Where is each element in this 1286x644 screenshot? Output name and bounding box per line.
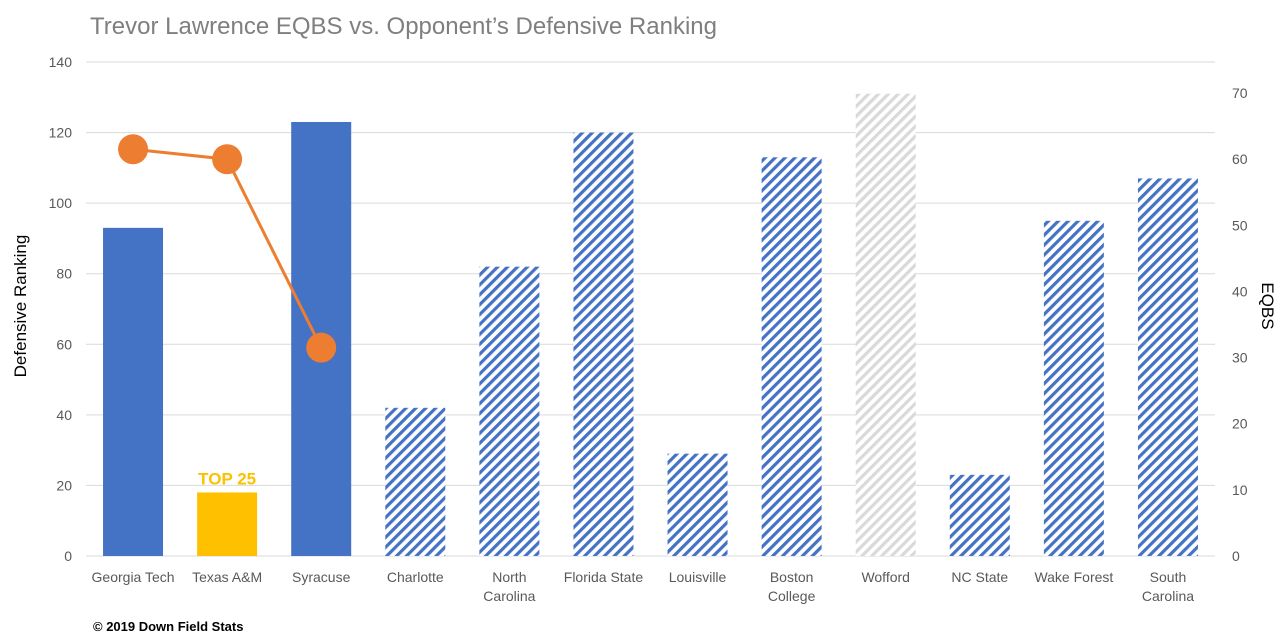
chart-title: Trevor Lawrence EQBS vs. Opponent’s Defe… (90, 13, 717, 40)
y-axis-right-title: EQBS (1258, 282, 1277, 329)
bar-6 (667, 453, 728, 556)
y-tick-label: 20 (56, 477, 72, 493)
y2-tick-label: 30 (1232, 350, 1248, 366)
x-tick-label: Boston (770, 569, 814, 585)
y-axis-right-ticks: 0 10 20 30 40 50 60 70 (1232, 85, 1248, 564)
y2-tick-label: 40 (1232, 283, 1248, 299)
y2-tick-label: 10 (1232, 482, 1248, 498)
y2-tick-label: 20 (1232, 416, 1248, 432)
bar-3 (385, 407, 446, 556)
bar-0 (103, 227, 164, 557)
x-tick-label: Florida State (564, 569, 644, 585)
x-tick-label: Carolina (483, 588, 535, 604)
y-axis-left-title: Defensive Ranking (11, 235, 30, 378)
y2-tick-label: 0 (1232, 548, 1240, 564)
y2-tick-label: 50 (1232, 217, 1248, 233)
bar-9 (949, 474, 1010, 556)
bar-8 (855, 93, 916, 556)
gridlines (86, 61, 1215, 557)
y-tick-label: 80 (56, 266, 72, 282)
y-tick-label: 60 (56, 336, 72, 352)
x-tick-label: Louisville (669, 569, 727, 585)
x-axis-ticks: Georgia Tech Texas A&M Syracuse Charlotte No… (92, 569, 1195, 604)
y-tick-label: 120 (49, 125, 73, 141)
copyright-credit: © 2019 Down Field Stats (93, 619, 243, 634)
eqbs-point-0 (118, 134, 149, 165)
x-tick-label: Wake Forest (1034, 569, 1113, 585)
eqbs-point-1 (212, 144, 243, 175)
y-tick-label: 140 (49, 54, 73, 70)
eqbs-line (118, 134, 337, 363)
x-tick-label: South (1150, 569, 1187, 585)
bar-4 (479, 266, 540, 556)
x-tick-label: NC State (951, 569, 1008, 585)
x-tick-label: Syracuse (292, 569, 351, 585)
bar-1 (197, 492, 258, 556)
y-axis-left-ticks: 0 20 40 60 80 100 120 140 (49, 54, 73, 564)
bars: TOP 25 (103, 93, 1198, 557)
x-tick-label: North (492, 569, 526, 585)
bar-5 (573, 132, 634, 557)
y-tick-label: 0 (64, 548, 72, 564)
bar-7 (761, 157, 822, 556)
bar-11 (1137, 178, 1198, 556)
bar-10 (1043, 220, 1104, 557)
x-tick-label: Charlotte (387, 569, 444, 585)
y-tick-label: 40 (56, 407, 72, 423)
x-tick-label: Carolina (1142, 588, 1194, 604)
eqbs-point-2 (306, 332, 337, 363)
x-tick-label: Georgia Tech (92, 569, 175, 585)
x-tick-label: Wofford (861, 569, 910, 585)
y2-tick-label: 60 (1232, 151, 1248, 167)
x-tick-label: Texas A&M (192, 569, 262, 585)
top25-annotation: TOP 25 (198, 469, 256, 488)
y-tick-label: 100 (49, 195, 73, 211)
y2-tick-label: 70 (1232, 85, 1248, 101)
x-tick-label: College (768, 588, 816, 604)
